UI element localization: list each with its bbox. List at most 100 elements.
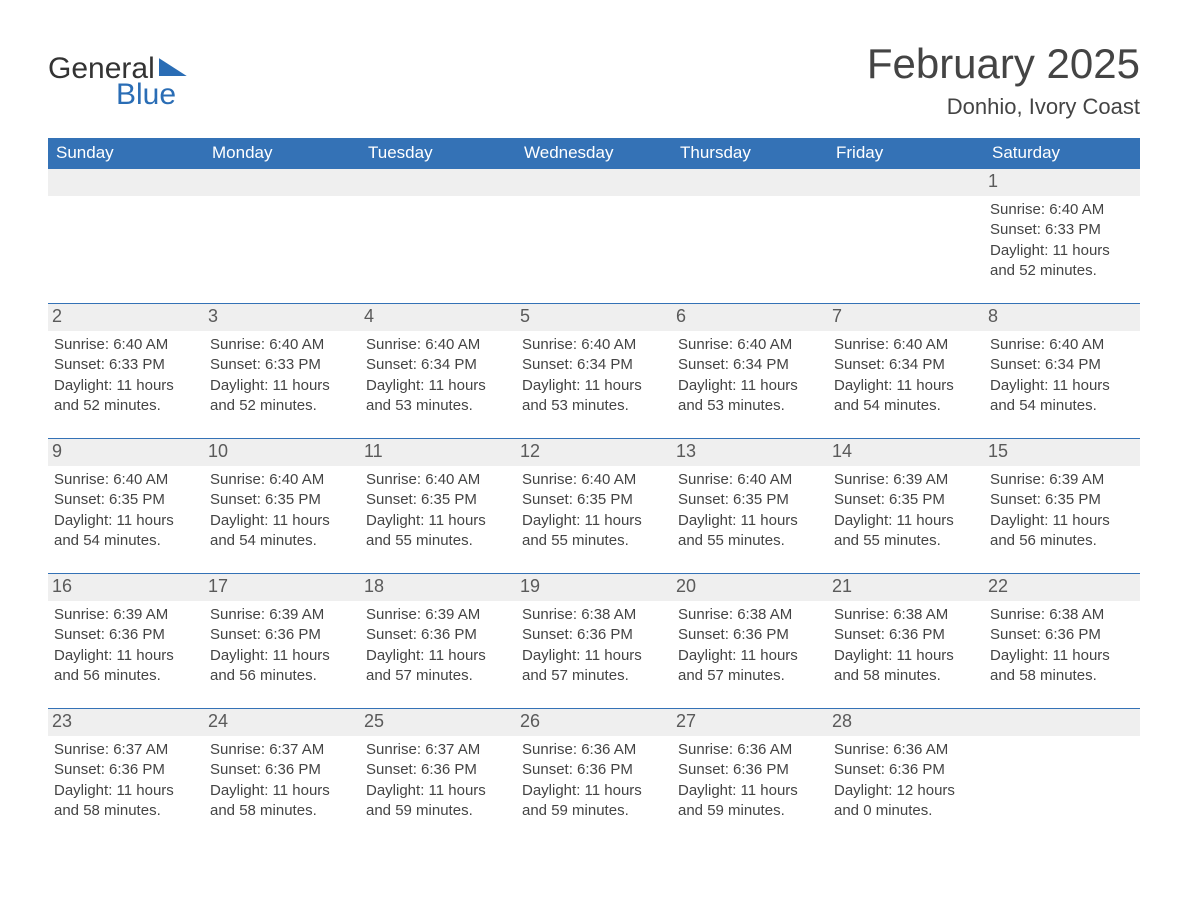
day-info: Sunrise: 6:40 AMSunset: 6:35 PMDaylight:… xyxy=(52,470,196,551)
calendar-cell: 2 Sunrise: 6:40 AMSunset: 6:33 PMDaylight… xyxy=(48,303,204,438)
dow-header: Monday xyxy=(204,138,360,169)
day-number: 27 xyxy=(672,708,828,736)
calendar-grid: SundayMondayTuesdayWednesdayThursdayFrid… xyxy=(48,138,1140,843)
day-number xyxy=(828,169,984,196)
dow-header: Thursday xyxy=(672,138,828,169)
day-number: 7 xyxy=(828,303,984,331)
logo-flag-icon xyxy=(159,58,187,76)
location: Donhio, Ivory Coast xyxy=(48,94,1140,120)
day-number: 18 xyxy=(360,573,516,601)
day-number: 10 xyxy=(204,438,360,466)
day-info: Sunrise: 6:40 AMSunset: 6:33 PMDaylight:… xyxy=(988,200,1132,281)
day-number xyxy=(672,169,828,196)
calendar-cell: 12 Sunrise: 6:40 AMSunset: 6:35 PMDayligh… xyxy=(516,438,672,573)
day-number: 12 xyxy=(516,438,672,466)
calendar-cell xyxy=(828,169,984,303)
dow-header: Tuesday xyxy=(360,138,516,169)
calendar-cell: 26 Sunrise: 6:36 AMSunset: 6:36 PMDayligh… xyxy=(516,708,672,843)
day-number: 4 xyxy=(360,303,516,331)
dow-header: Wednesday xyxy=(516,138,672,169)
dow-header: Friday xyxy=(828,138,984,169)
day-info: Sunrise: 6:40 AMSunset: 6:35 PMDaylight:… xyxy=(520,470,664,551)
day-info: Sunrise: 6:38 AMSunset: 6:36 PMDaylight:… xyxy=(520,605,664,686)
day-number xyxy=(984,708,1140,736)
day-info: Sunrise: 6:40 AMSunset: 6:33 PMDaylight:… xyxy=(208,335,352,416)
calendar-cell: 9 Sunrise: 6:40 AMSunset: 6:35 PMDaylight… xyxy=(48,438,204,573)
day-info: Sunrise: 6:36 AMSunset: 6:36 PMDaylight:… xyxy=(832,740,976,821)
day-info: Sunrise: 6:40 AMSunset: 6:34 PMDaylight:… xyxy=(988,335,1132,416)
day-number: 2 xyxy=(48,303,204,331)
day-number: 20 xyxy=(672,573,828,601)
day-number: 8 xyxy=(984,303,1140,331)
day-info: Sunrise: 6:38 AMSunset: 6:36 PMDaylight:… xyxy=(832,605,976,686)
calendar-cell: 27 Sunrise: 6:36 AMSunset: 6:36 PMDayligh… xyxy=(672,708,828,843)
calendar-cell: 21 Sunrise: 6:38 AMSunset: 6:36 PMDayligh… xyxy=(828,573,984,708)
day-number: 26 xyxy=(516,708,672,736)
calendar-cell: 7 Sunrise: 6:40 AMSunset: 6:34 PMDaylight… xyxy=(828,303,984,438)
day-info: Sunrise: 6:39 AMSunset: 6:35 PMDaylight:… xyxy=(832,470,976,551)
calendar-cell: 13 Sunrise: 6:40 AMSunset: 6:35 PMDayligh… xyxy=(672,438,828,573)
day-number: 21 xyxy=(828,573,984,601)
day-info: Sunrise: 6:40 AMSunset: 6:35 PMDaylight:… xyxy=(676,470,820,551)
day-info: Sunrise: 6:40 AMSunset: 6:34 PMDaylight:… xyxy=(676,335,820,416)
calendar-cell xyxy=(672,169,828,303)
day-info: Sunrise: 6:39 AMSunset: 6:36 PMDaylight:… xyxy=(364,605,508,686)
calendar-cell: 15 Sunrise: 6:39 AMSunset: 6:35 PMDayligh… xyxy=(984,438,1140,573)
day-info: Sunrise: 6:40 AMSunset: 6:35 PMDaylight:… xyxy=(208,470,352,551)
header: General Blue February 2025 Donhio, Ivory… xyxy=(48,40,1140,120)
calendar-cell: 20 Sunrise: 6:38 AMSunset: 6:36 PMDayligh… xyxy=(672,573,828,708)
day-number: 24 xyxy=(204,708,360,736)
calendar-cell xyxy=(984,708,1140,843)
day-number: 17 xyxy=(204,573,360,601)
calendar-cell xyxy=(204,169,360,303)
day-number: 11 xyxy=(360,438,516,466)
day-info: Sunrise: 6:37 AMSunset: 6:36 PMDaylight:… xyxy=(208,740,352,821)
day-number: 1 xyxy=(984,169,1140,196)
calendar-cell: 24 Sunrise: 6:37 AMSunset: 6:36 PMDayligh… xyxy=(204,708,360,843)
calendar-cell: 3 Sunrise: 6:40 AMSunset: 6:33 PMDaylight… xyxy=(204,303,360,438)
calendar-cell: 8 Sunrise: 6:40 AMSunset: 6:34 PMDaylight… xyxy=(984,303,1140,438)
calendar-cell: 17 Sunrise: 6:39 AMSunset: 6:36 PMDayligh… xyxy=(204,573,360,708)
day-number: 28 xyxy=(828,708,984,736)
day-info: Sunrise: 6:40 AMSunset: 6:33 PMDaylight:… xyxy=(52,335,196,416)
day-number: 25 xyxy=(360,708,516,736)
day-number xyxy=(204,169,360,196)
calendar-cell: 23 Sunrise: 6:37 AMSunset: 6:36 PMDayligh… xyxy=(48,708,204,843)
logo: General Blue xyxy=(48,52,187,112)
day-info: Sunrise: 6:40 AMSunset: 6:34 PMDaylight:… xyxy=(832,335,976,416)
day-number: 22 xyxy=(984,573,1140,601)
calendar-cell xyxy=(48,169,204,303)
day-number: 5 xyxy=(516,303,672,331)
day-info: Sunrise: 6:40 AMSunset: 6:34 PMDaylight:… xyxy=(520,335,664,416)
day-info: Sunrise: 6:39 AMSunset: 6:36 PMDaylight:… xyxy=(208,605,352,686)
day-info: Sunrise: 6:38 AMSunset: 6:36 PMDaylight:… xyxy=(988,605,1132,686)
day-info: Sunrise: 6:39 AMSunset: 6:36 PMDaylight:… xyxy=(52,605,196,686)
day-number: 9 xyxy=(48,438,204,466)
calendar-cell: 18 Sunrise: 6:39 AMSunset: 6:36 PMDayligh… xyxy=(360,573,516,708)
dow-header: Sunday xyxy=(48,138,204,169)
day-number: 3 xyxy=(204,303,360,331)
calendar-cell: 10 Sunrise: 6:40 AMSunset: 6:35 PMDayligh… xyxy=(204,438,360,573)
day-number: 13 xyxy=(672,438,828,466)
calendar-cell xyxy=(516,169,672,303)
day-number: 16 xyxy=(48,573,204,601)
day-info: Sunrise: 6:39 AMSunset: 6:35 PMDaylight:… xyxy=(988,470,1132,551)
day-info: Sunrise: 6:38 AMSunset: 6:36 PMDaylight:… xyxy=(676,605,820,686)
day-info: Sunrise: 6:40 AMSunset: 6:34 PMDaylight:… xyxy=(364,335,508,416)
day-info: Sunrise: 6:37 AMSunset: 6:36 PMDaylight:… xyxy=(52,740,196,821)
calendar-cell: 14Sunrise: 6:39 AMSunset: 6:35 PMDayligh… xyxy=(828,438,984,573)
calendar-cell: 5 Sunrise: 6:40 AMSunset: 6:34 PMDaylight… xyxy=(516,303,672,438)
day-info: Sunrise: 6:37 AMSunset: 6:36 PMDaylight:… xyxy=(364,740,508,821)
calendar-cell: 22 Sunrise: 6:38 AMSunset: 6:36 PMDayligh… xyxy=(984,573,1140,708)
day-number: 19 xyxy=(516,573,672,601)
month-title: February 2025 xyxy=(48,40,1140,88)
day-number: 6 xyxy=(672,303,828,331)
day-number: 23 xyxy=(48,708,204,736)
day-info: Sunrise: 6:36 AMSunset: 6:36 PMDaylight:… xyxy=(676,740,820,821)
calendar-cell: 19 Sunrise: 6:38 AMSunset: 6:36 PMDayligh… xyxy=(516,573,672,708)
day-number xyxy=(516,169,672,196)
day-number: 15 xyxy=(984,438,1140,466)
calendar-cell xyxy=(360,169,516,303)
day-number xyxy=(360,169,516,196)
day-info: Sunrise: 6:36 AMSunset: 6:36 PMDaylight:… xyxy=(520,740,664,821)
